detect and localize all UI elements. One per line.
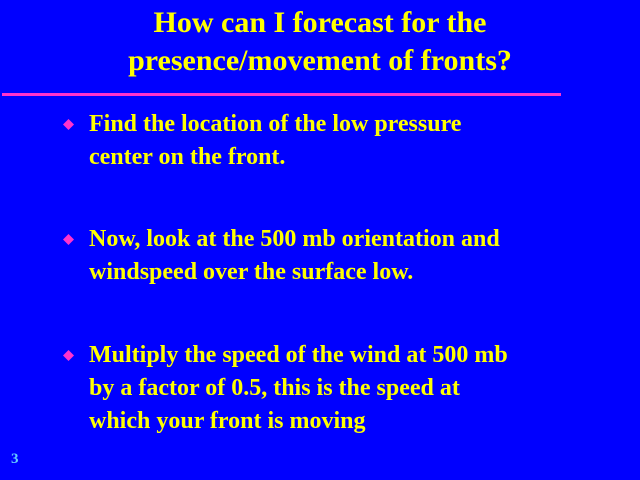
bullet-line: which your front is moving [89,408,366,434]
bullet-item: Find the location of the low pressure ce… [63,108,623,174]
bullet-line: Find the location of the low pressure [89,111,462,137]
diamond-bullet-icon [63,119,74,130]
bullet-item: Multiply the speed of the wind at 500 mb… [63,339,623,438]
bullet-text: Now, look at the 500 mb orientation and … [89,223,623,289]
slide-title: How can I forecast for the presence/move… [0,4,640,80]
bullet-line: windspeed over the surface low. [89,259,414,285]
diamond-bullet-icon [63,234,74,245]
bullet-line: Multiply the speed of the wind at 500 mb [89,342,508,368]
bullet-line: Now, look at the 500 mb orientation and [89,226,500,252]
diamond-bullet-icon [63,350,74,361]
bullet-text: Find the location of the low pressure ce… [89,108,623,174]
title-line: How can I forecast for the [153,6,487,39]
bullet-item: Now, look at the 500 mb orientation and … [63,223,623,289]
title-divider [2,93,561,96]
slide-number: 3 [11,451,19,467]
bullet-text: Multiply the speed of the wind at 500 mb… [89,339,623,438]
bullet-line: by a factor of 0.5, this is the speed at [89,375,460,401]
title-line: presence/movement of fronts? [128,44,512,77]
bullet-line: center on the front. [89,144,286,170]
